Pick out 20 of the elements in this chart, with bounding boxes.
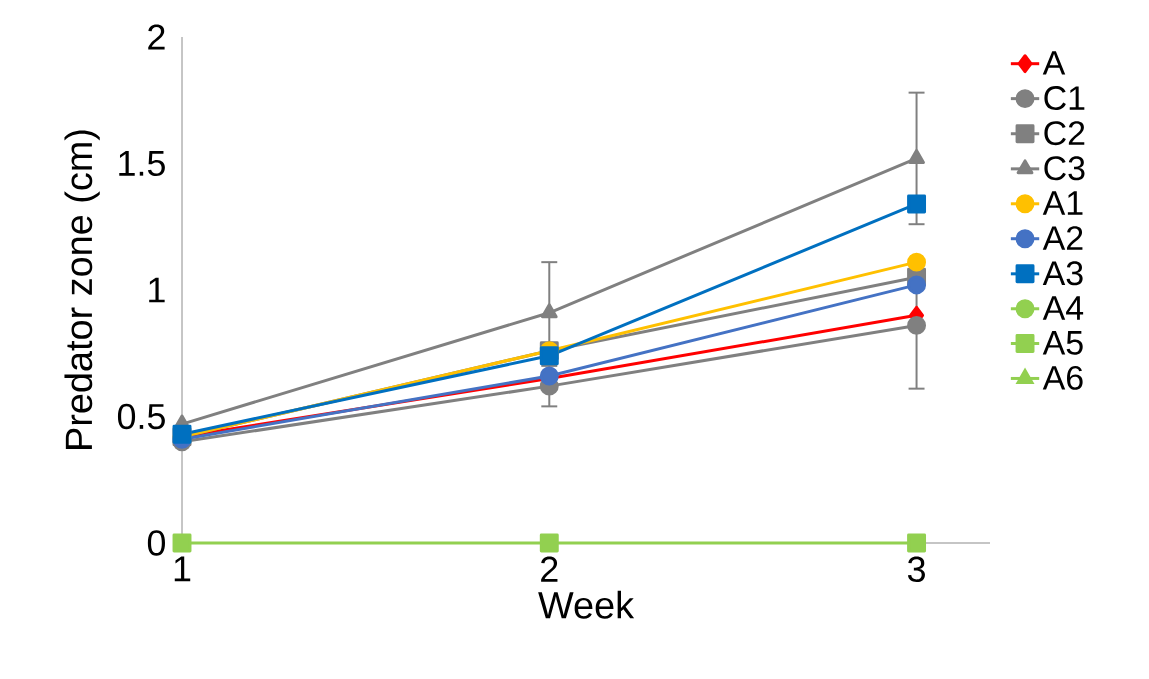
x-tick-label: 2 — [541, 556, 558, 582]
legend-label: C1 — [1044, 86, 1085, 111]
y-tick-label: 0 — [147, 530, 165, 556]
y-axis-title: Predator zone (cm) — [64, 130, 100, 449]
y-tick-label: 2 — [148, 24, 165, 50]
x-tick-label: 3 — [907, 556, 925, 582]
legend-label: A — [1042, 51, 1066, 75]
legend-label: A4 — [1042, 296, 1084, 320]
legend-label: A5 — [1042, 331, 1083, 355]
y-tick-label: 1.5 — [119, 150, 165, 176]
legend-label: A1 — [1042, 191, 1083, 215]
x-axis-title: Week — [538, 590, 635, 619]
y-tick-label: 1 — [149, 277, 165, 303]
legend-label: A3 — [1042, 261, 1083, 286]
y-tick-label: 0.5 — [117, 403, 165, 430]
x-tick-label: 1 — [174, 556, 191, 582]
legend-label: A2 — [1042, 226, 1083, 250]
legend-label: C2 — [1044, 121, 1085, 146]
legend-label: C3 — [1044, 156, 1085, 181]
legend-label: A6 — [1042, 365, 1083, 390]
